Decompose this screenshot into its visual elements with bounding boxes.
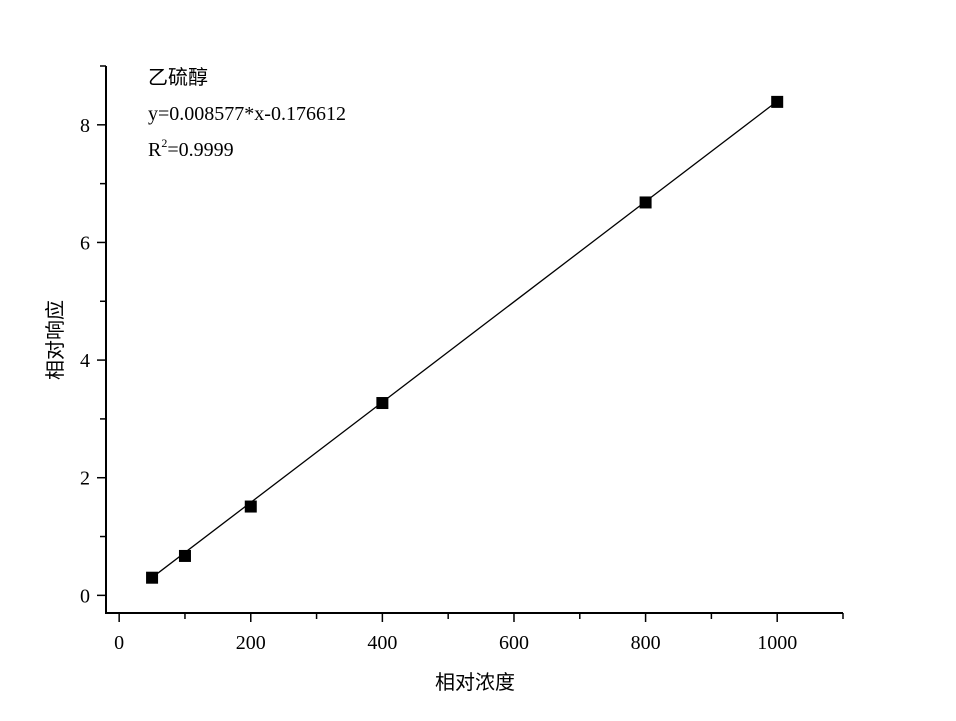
- y-axis-label: 相对响应: [44, 300, 67, 380]
- x-tick-label: 600: [499, 632, 529, 654]
- fit-line-group: [151, 100, 778, 579]
- y-tick-label: 2: [80, 468, 90, 490]
- fit-line: [151, 100, 778, 579]
- y-tick-label: 0: [80, 585, 90, 607]
- x-tick-label: 0: [114, 632, 124, 654]
- data-point: [178, 549, 191, 562]
- data-point: [146, 571, 159, 584]
- x-axis-label: 相对浓度: [435, 671, 515, 694]
- x-tick-label: 400: [367, 632, 397, 654]
- data-point: [771, 95, 784, 108]
- r2-superscript: 2: [161, 136, 167, 150]
- annotation-compound: 乙硫醇: [148, 66, 208, 89]
- x-tick-label: 800: [631, 632, 661, 654]
- r2-value: =0.9999: [167, 139, 233, 161]
- y-tick-label: 8: [80, 115, 90, 137]
- annotation-r2: R2=0.9999: [148, 136, 234, 161]
- data-points: [146, 95, 784, 584]
- data-point: [376, 397, 389, 410]
- axes: [105, 66, 843, 614]
- x-tick-label: 1000: [757, 632, 797, 654]
- data-point: [639, 196, 652, 209]
- y-tick-label: 6: [80, 232, 90, 254]
- data-point: [244, 500, 257, 513]
- x-tick-label: 200: [236, 632, 266, 654]
- annotation-equation: y=0.008577*x-0.176612: [148, 103, 346, 125]
- y-tick-label: 4: [80, 350, 90, 372]
- r2-label: R: [148, 139, 162, 161]
- ticks: 0 200 400 600 800 1000 0 2 4 6 8: [80, 65, 844, 654]
